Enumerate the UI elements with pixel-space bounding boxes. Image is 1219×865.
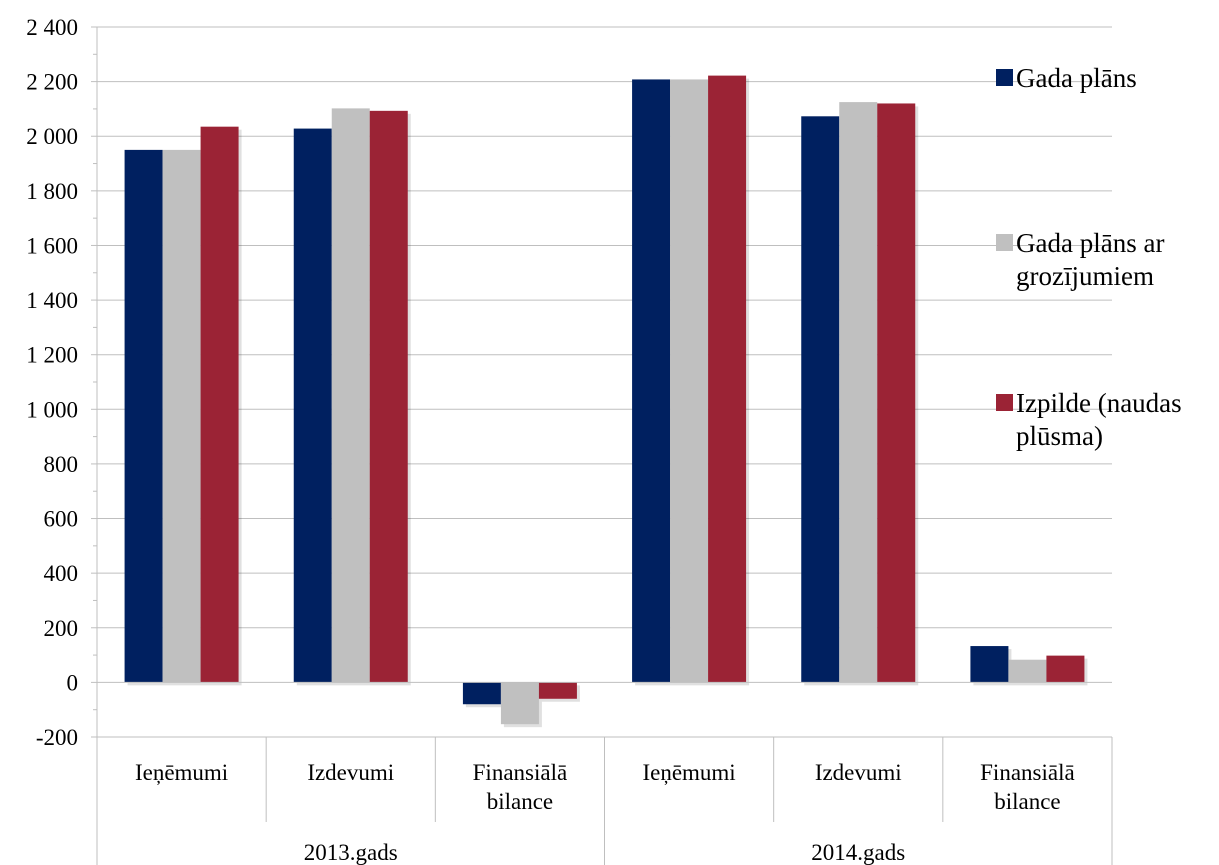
- gridlines: [97, 26, 1112, 738]
- legend-swatch: [996, 69, 1013, 86]
- bar: [801, 116, 840, 683]
- y-tick-label: 200: [44, 616, 79, 641]
- y-tick-label: 2 000: [26, 124, 78, 149]
- bar: [670, 79, 709, 683]
- y-tick-label: 2 400: [26, 15, 78, 40]
- y-tick-label: 1 200: [26, 343, 78, 368]
- y-tick-label: 400: [44, 561, 79, 586]
- bar: [632, 79, 671, 683]
- category-label: bilance: [487, 789, 553, 814]
- y-tick-label: 0: [67, 670, 79, 695]
- y-tick-label: -200: [36, 725, 78, 750]
- y-tick-label: 800: [44, 452, 79, 477]
- bar: [1046, 655, 1085, 683]
- y-axis-tick-labels: -200 0 200 400 600 800 1 000 1 200 1 400 1 600 1 8…: [26, 15, 78, 750]
- group-label: 2013.gads: [304, 840, 398, 865]
- legend-label: Izpilde (naudas: [1016, 388, 1182, 418]
- bar: [708, 75, 747, 683]
- category-label: Izdevumi: [307, 760, 394, 785]
- bar: [538, 682, 577, 699]
- y-tick-label: 2 200: [26, 70, 78, 95]
- y-tick-label: 1 800: [26, 179, 78, 204]
- legend-label: Gada plāns: [1016, 63, 1137, 93]
- bar: [1008, 659, 1047, 683]
- x-axis-category-labels: Ieņēmumi Izdevumi Finansiālā bilance Ieņēmum…: [135, 760, 1075, 865]
- y-tick-label: 600: [44, 507, 79, 532]
- bar: [839, 102, 878, 683]
- bar: [200, 126, 239, 683]
- legend-swatch: [996, 234, 1013, 251]
- category-label: bilance: [994, 789, 1060, 814]
- category-label: Izdevumi: [815, 760, 902, 785]
- bar: [162, 149, 201, 683]
- y-tick-label: 1 400: [26, 288, 78, 313]
- bar: [124, 149, 163, 683]
- bar: [877, 103, 916, 683]
- category-label: Ieņēmumi: [135, 760, 228, 786]
- category-label: Finansiālā: [980, 760, 1075, 785]
- group-label: 2014.gads: [811, 840, 905, 865]
- category-label: Finansiālā: [473, 760, 568, 785]
- bar: [500, 682, 539, 725]
- legend-swatch: [996, 394, 1013, 411]
- y-tick-label: 1 000: [26, 397, 78, 422]
- bar: [369, 110, 408, 683]
- legend-label: Gada plāns ar: [1016, 228, 1164, 258]
- category-label: Ieņēmumi: [642, 760, 735, 786]
- legend-label: grozījumiem: [1016, 261, 1154, 291]
- bar: [293, 128, 332, 683]
- bar: [970, 646, 1009, 683]
- bar: [331, 108, 370, 683]
- y-tick-label: 1 600: [26, 233, 78, 258]
- bar: [462, 682, 501, 705]
- legend-label: plūsma): [1016, 421, 1103, 451]
- axes: [91, 26, 1113, 865]
- bars: [124, 75, 1088, 728]
